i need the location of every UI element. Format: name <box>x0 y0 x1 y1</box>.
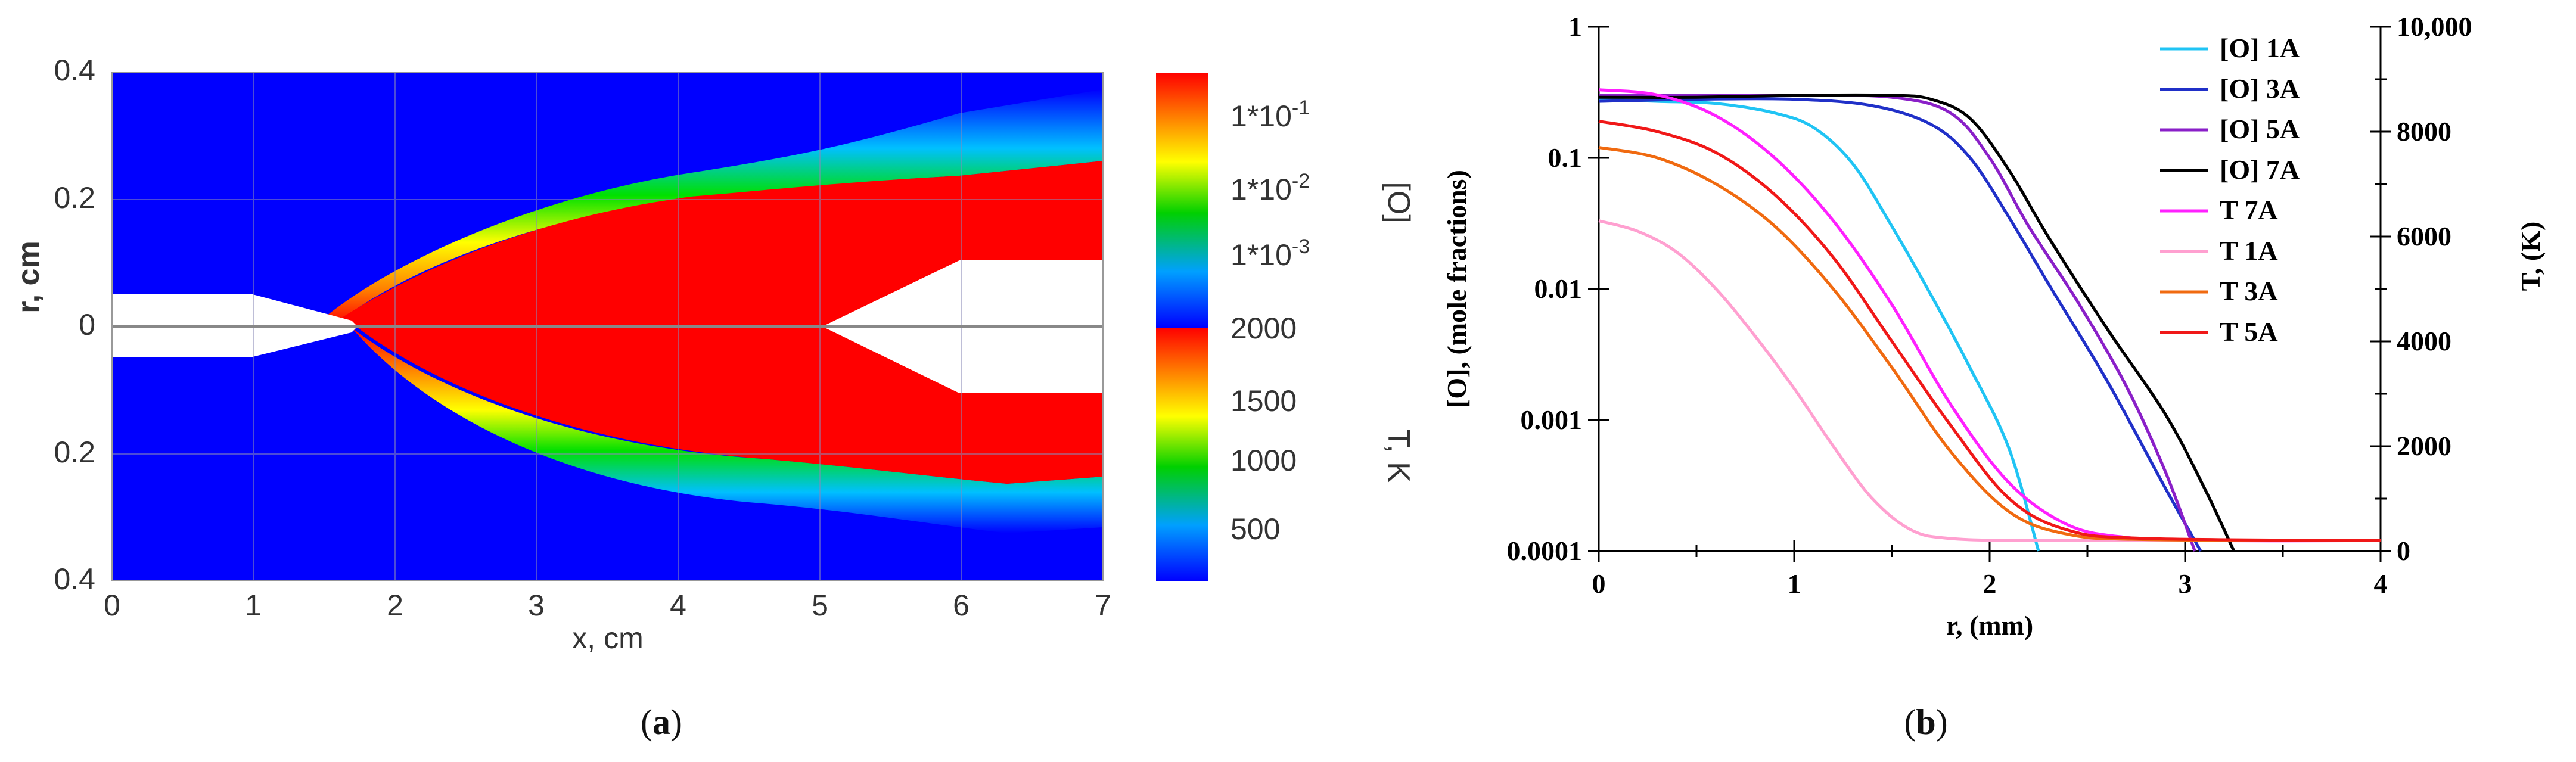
y-axis-label-a: r, cm <box>11 241 46 313</box>
x-tick-label: 3 <box>2179 568 2192 599</box>
series-line-o-1a <box>1598 98 2040 552</box>
x-tick-label: 1 <box>1788 568 1801 599</box>
y-left-tick-label: 0.001 <box>1521 405 1583 435</box>
series-line-o-3a <box>1598 97 2202 552</box>
panel-caption-letter: a <box>652 702 670 742</box>
y-left-tick-label: 0.0001 <box>1507 536 1583 566</box>
y-axis-label-right-b: T, (K) <box>2515 222 2546 291</box>
panel-caption-b: (b) <box>1904 702 1947 742</box>
panel-caption-paren: ( <box>1904 702 1916 742</box>
colorbar-O-tick-mantissa: 1*10 <box>1230 173 1292 206</box>
lower-plume-edge <box>352 328 1103 533</box>
x-axis-label-a: x, cm <box>572 621 643 655</box>
x-tick-label: 4 <box>670 589 686 622</box>
colorbar-O-tick-exponent: -3 <box>1292 235 1310 258</box>
colorbar-T-tick: 1000 <box>1230 444 1297 477</box>
panel-a: 0.4 0.2 0 0.2 0.4 0 1 2 3 4 5 6 7 x, cm … <box>11 54 1416 742</box>
y-right-tick-label: 6000 <box>2397 221 2451 251</box>
colorbar-O-tick: 1*10-2 <box>1230 170 1310 206</box>
colorbar-O-tick: 1*10-1 <box>1230 97 1310 133</box>
panel-caption-letter: b <box>1916 702 1935 742</box>
series-line-o-7a <box>1598 93 2236 552</box>
y-left-tick-label: 0.01 <box>1534 273 1583 304</box>
colorbar-T: 2000 1500 1000 500 T, K <box>1156 312 1416 581</box>
legend-label: [O] 5A <box>2220 114 2300 144</box>
y-tick-label: 0.2 <box>54 181 95 214</box>
panel-b: 1 0.1 0.01 0.001 0.0001 10,000 8000 6000… <box>1441 11 2546 742</box>
y-tick-label: 0.4 <box>54 54 95 87</box>
y-right-tick-label: 8000 <box>2397 116 2451 147</box>
x-ticks-a: 0 1 2 3 4 5 6 7 <box>104 589 1111 622</box>
colorbar-O-gradient <box>1156 73 1208 328</box>
legend-label: [O] 3A <box>2220 73 2300 104</box>
y-tick-label: 0 <box>79 308 95 341</box>
y-axis-label-left-b: [O], (mole fractions) <box>1441 170 1472 408</box>
upper-plume-core <box>331 161 1103 325</box>
colorbar-O-tick-exponent: -1 <box>1292 97 1310 119</box>
x-tick-label: 1 <box>245 589 262 622</box>
legend-label: T 5A <box>2220 316 2278 347</box>
x-tick-label: 0 <box>104 589 120 622</box>
colorbar-T-tick: 500 <box>1230 512 1280 546</box>
y-ticks-a: 0.4 0.2 0 0.2 0.4 <box>54 54 95 596</box>
colorbar-O-label: [O] <box>1381 182 1416 223</box>
y-right-tick-label: 2000 <box>2397 431 2451 461</box>
plot-b-series <box>1598 88 2381 552</box>
x-tick-label: 2 <box>1983 568 1997 599</box>
x-tick-label: 5 <box>812 589 828 622</box>
colorbar-O: 1*10-1 1*10-2 1*10-3 [O] <box>1156 73 1416 328</box>
y-left-tick-label: 0.1 <box>1548 142 1583 173</box>
series-line-t-1a <box>1598 219 2381 543</box>
legend-label: T 1A <box>2220 235 2278 266</box>
panel-caption-paren: ( <box>641 702 652 742</box>
upper-plume-edge <box>316 89 1103 325</box>
colorbar-T-gradient <box>1156 328 1208 581</box>
legend-label: T 3A <box>2220 276 2278 306</box>
colorbar-O-tick-mantissa: 1*10 <box>1230 99 1292 133</box>
y-tick-label: 0.2 <box>54 436 95 469</box>
legend-b: [O] 1A [O] 3A [O] 5A [O] 7A T 7A T 1A T 3A T 5A <box>2160 33 2300 347</box>
colorbar-O-tick-exponent: -2 <box>1292 170 1310 192</box>
y-right-tick-label: 4000 <box>2397 326 2451 356</box>
heatmap-field <box>112 73 1103 581</box>
y-tick-label: 0.4 <box>54 562 95 596</box>
y-left-tick-label: 1 <box>1568 11 1582 42</box>
x-tick-label: 4 <box>2374 568 2388 599</box>
y-right-ticks-b: 10,000 8000 6000 4000 2000 0 <box>2397 11 2472 566</box>
series-line-t-5a <box>1598 119 2381 542</box>
y-right-tick-label: 10,000 <box>2397 11 2472 42</box>
x-tick-label: 0 <box>1592 568 1606 599</box>
y-right-tick-label: 0 <box>2397 536 2410 566</box>
x-ticks-b: 0 1 2 3 4 <box>1592 568 2388 599</box>
series-line-o-5a <box>1598 94 2196 552</box>
legend-label: [O] 1A <box>2220 33 2300 63</box>
colorbar-O-tick-mantissa: 1*10 <box>1230 238 1292 272</box>
plot-frame-a <box>111 72 1104 581</box>
panel-caption-a: (a) <box>641 702 682 742</box>
colorbar-T-tick: 1500 <box>1230 384 1297 418</box>
plot-b-ticks <box>1588 26 2391 562</box>
x-tick-label: 2 <box>387 589 403 622</box>
colorbar-O-tick: 1*10-3 <box>1230 235 1310 272</box>
colorbar-T-label: T, K <box>1381 429 1416 483</box>
legend-label: [O] 7A <box>2220 154 2300 185</box>
x-tick-label: 6 <box>953 589 970 622</box>
x-axis-label-b: r, (mm) <box>1946 610 2033 640</box>
legend-label: T 7A <box>2220 195 2278 225</box>
x-tick-label: 7 <box>1095 589 1111 622</box>
panel-caption-paren: ) <box>1936 702 1948 742</box>
panel-caption-paren: ) <box>670 702 682 742</box>
x-tick-label: 3 <box>528 589 545 622</box>
colorbar-T-tick: 2000 <box>1230 312 1297 345</box>
y-left-ticks-b: 1 0.1 0.01 0.001 0.0001 <box>1507 11 1583 566</box>
